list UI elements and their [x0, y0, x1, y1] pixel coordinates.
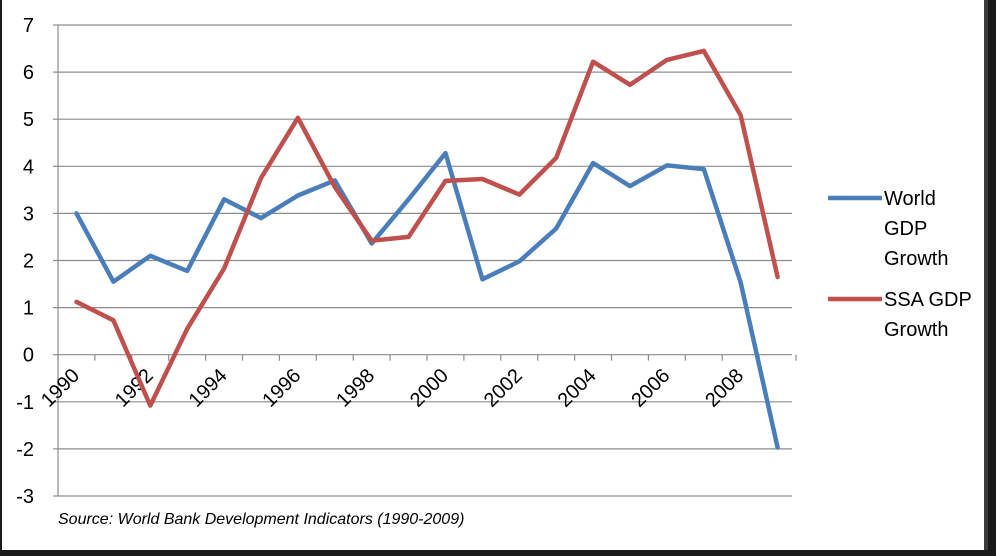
x-tick-label: 2002 — [480, 365, 527, 412]
x-tick-label: 1998 — [332, 365, 379, 412]
source-note: Source: World Bank Development Indicator… — [58, 511, 465, 528]
x-tick-label: 2000 — [406, 365, 453, 412]
y-tick-label: 6 — [23, 62, 34, 84]
y-tick-label: 3 — [23, 203, 34, 225]
y-tick-label: 1 — [23, 298, 34, 320]
y-tick-label: -1 — [16, 392, 34, 414]
chart-frame: 7 6 5 4 3 2 1 0 -1 -2 -3 1990 1992 1994 1996 1998 2000 2… — [2, 0, 988, 550]
legend-label: GDP — [884, 218, 927, 240]
gridlines — [58, 24, 792, 497]
y-tick-label: -2 — [16, 439, 34, 461]
legend: World GDP Growth SSA GDP Growth — [828, 188, 972, 341]
y-tick-label: 7 — [23, 15, 34, 37]
y-axis-tick-labels: 7 6 5 4 3 2 1 0 -1 -2 -3 — [16, 15, 34, 508]
x-tick-label: 2004 — [554, 365, 601, 412]
legend-label: Growth — [884, 248, 948, 270]
y-tick-label: 2 — [23, 251, 34, 273]
series-line-1 — [74, 150, 780, 450]
y-tick-label: -3 — [16, 486, 34, 508]
legend-label: World — [884, 188, 936, 210]
y-tick-label: 0 — [23, 345, 34, 367]
axes — [53, 24, 797, 497]
y-tick-label: 4 — [23, 156, 34, 178]
series-lines — [74, 48, 780, 450]
legend-label: Growth — [884, 319, 948, 341]
legend-label: SSA GDP — [884, 289, 972, 311]
y-tick-label: 5 — [23, 109, 34, 131]
x-tick-label: 1994 — [185, 365, 232, 412]
x-tick-label: 1990 — [37, 365, 84, 412]
series-line-2 — [74, 48, 780, 408]
x-tick-label: 2006 — [627, 365, 674, 412]
x-tick-label: 2008 — [701, 365, 748, 412]
x-tick-label: 1996 — [258, 365, 305, 412]
